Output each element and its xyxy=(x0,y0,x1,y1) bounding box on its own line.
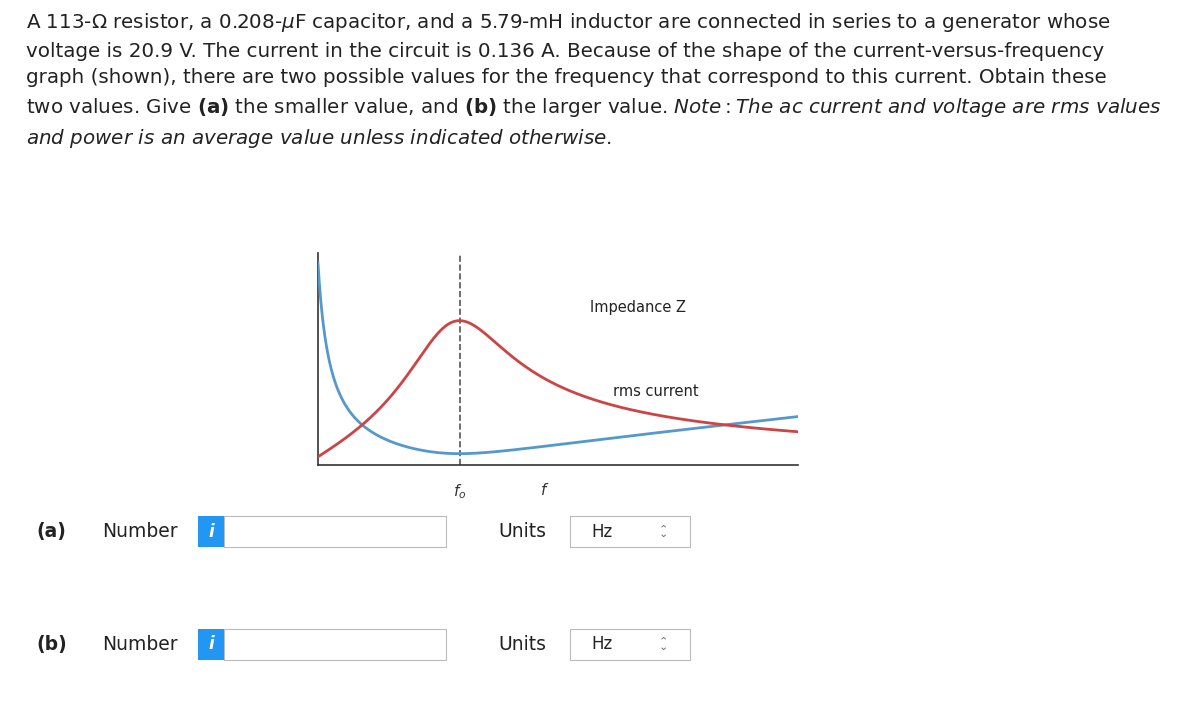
Text: (b): (b) xyxy=(36,635,67,653)
Text: (a): (a) xyxy=(36,522,66,541)
Text: i: i xyxy=(209,522,214,541)
FancyBboxPatch shape xyxy=(198,516,224,547)
Text: ⌄: ⌄ xyxy=(659,529,668,539)
Text: Hz: Hz xyxy=(592,635,613,653)
FancyBboxPatch shape xyxy=(570,516,690,547)
Text: Impedance Z: Impedance Z xyxy=(590,300,686,315)
Text: Hz: Hz xyxy=(592,522,613,541)
FancyBboxPatch shape xyxy=(224,629,446,660)
Text: Number: Number xyxy=(102,522,178,541)
Text: ⌃: ⌃ xyxy=(659,636,668,647)
Text: ⌄: ⌄ xyxy=(659,641,668,652)
Text: ⌃: ⌃ xyxy=(659,524,668,534)
Text: Number: Number xyxy=(102,635,178,653)
Text: i: i xyxy=(209,635,214,653)
FancyBboxPatch shape xyxy=(198,629,224,660)
Text: Units: Units xyxy=(498,635,546,653)
FancyBboxPatch shape xyxy=(570,629,690,660)
Text: $f_{\mathit{o}}$: $f_{\mathit{o}}$ xyxy=(452,482,467,501)
Text: $f$: $f$ xyxy=(540,482,548,498)
Text: Units: Units xyxy=(498,522,546,541)
Text: A 113-$\Omega$ resistor, a 0.208-$\mu$F capacitor, and a 5.79-mH inductor are co: A 113-$\Omega$ resistor, a 0.208-$\mu$F … xyxy=(26,11,1162,150)
Text: rms current: rms current xyxy=(613,384,700,399)
FancyBboxPatch shape xyxy=(224,516,446,547)
